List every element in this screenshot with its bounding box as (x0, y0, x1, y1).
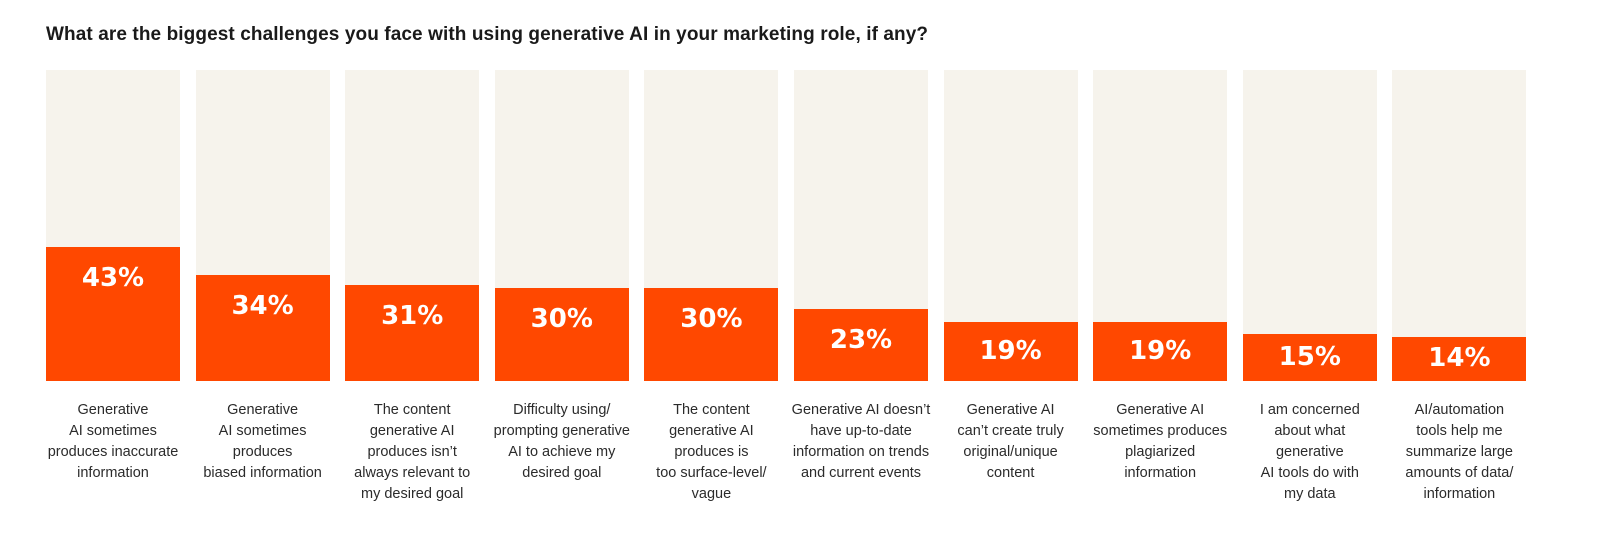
bar-fill: 19% (1093, 322, 1228, 381)
category-label-line: information (1124, 465, 1197, 481)
bar-fill: 43% (46, 247, 180, 381)
category-label-line: Generative AI doesn’t (791, 402, 931, 418)
bar-fill: 31% (345, 285, 480, 381)
bar-value-label: 19% (1129, 336, 1192, 366)
category-label-line: produces is (674, 444, 749, 460)
category-label-line: AI sometimes (69, 423, 157, 439)
category-label-line: too surface-level/ (656, 465, 767, 481)
category-label-line: produces (232, 444, 293, 460)
category-label-line: generative (1275, 444, 1344, 460)
category-label-line: AI/automation (1414, 402, 1505, 418)
category-label-line: always relevant to (354, 465, 471, 481)
category-label-line: produces isn’t (367, 444, 457, 460)
category-label-line: information on trends (792, 444, 930, 460)
category-label: AI/automation tools help me summarize larg… (1380, 400, 1538, 505)
category-label-line: generative AI (669, 423, 754, 439)
bar-fill: 30% (644, 288, 779, 381)
bar-track: 19% (1093, 70, 1228, 381)
category-label-line: produces inaccurate (47, 444, 179, 460)
bar-value-label: 30% (530, 304, 593, 334)
bar-fill: 34% (195, 275, 330, 381)
bar-track: 19% (943, 70, 1078, 381)
bar-track: 30% (644, 70, 779, 381)
bar-track: 15% (1242, 70, 1377, 381)
category-label-line: AI tools do with (1260, 465, 1359, 481)
category-label-line: desired goal (522, 465, 602, 481)
category-label-line: summarize large (1405, 444, 1513, 460)
bar-fill: 23% (794, 309, 928, 381)
bar-track: 43% (46, 70, 180, 381)
category-label-line: can’t create truly (957, 423, 1064, 439)
bar-chart: 43% Generative AI sometimes produces inaccu… (46, 70, 1576, 530)
category-label-line: content (986, 465, 1035, 481)
category-label-line: about what (1274, 423, 1346, 439)
bar-track: 23% (794, 70, 928, 381)
category-label-line: vague (691, 486, 732, 502)
category-label-line: have up-to-date (810, 423, 912, 439)
bar-track: 30% (494, 70, 629, 381)
bar-value-label: 19% (979, 336, 1042, 366)
bar-fill: 14% (1392, 337, 1527, 381)
category-label-line: information (77, 465, 149, 481)
category-label-line: plagiarized (1125, 444, 1196, 460)
category-label: Generative AI sometimes produces plagiariz… (1081, 400, 1239, 484)
category-label-line: information (1423, 486, 1496, 502)
bar-value-label: 14% (1428, 343, 1491, 373)
category-label: Generative AI sometimes produces biased inf… (184, 400, 342, 484)
category-label: Generative AI sometimes produces inaccurat… (34, 400, 192, 484)
category-label-line: my desired goal (361, 486, 464, 502)
category-label-line: my data (1284, 486, 1336, 502)
category-label: I am concerned about what generative AI too… (1231, 400, 1389, 505)
category-label-line: Generative (77, 402, 149, 418)
bar-value-label: 34% (231, 291, 294, 321)
bar-value-label: 31% (381, 301, 444, 331)
category-label-line: The content (673, 402, 750, 418)
bar-value-label: 43% (81, 263, 145, 293)
category-label-line: original/unique (963, 444, 1058, 460)
bar-track: 34% (195, 70, 330, 381)
category-label-line: biased information (203, 465, 322, 481)
category-label-line: The content (373, 402, 451, 418)
bar-fill: 30% (494, 288, 629, 381)
bar-value-label: 23% (829, 325, 893, 355)
category-label-line: AI to achieve my (508, 444, 616, 460)
category-label-line: and current events (800, 465, 922, 481)
category-label: Generative AI doesn’t have up-to-date info… (782, 400, 940, 484)
bar-fill: 15% (1242, 334, 1377, 381)
category-label-line: Generative AI (966, 402, 1055, 418)
category-label-line: generative AI (369, 423, 455, 439)
category-label-line: amounts of data/ (1405, 465, 1514, 481)
bar-value-label: 15% (1278, 342, 1341, 372)
bar-value-label: 30% (680, 304, 743, 334)
category-label-line: I am concerned (1259, 402, 1360, 418)
bar-fill: 19% (943, 322, 1078, 381)
category-label-line: Generative AI (1116, 402, 1205, 418)
bar-track: 14% (1392, 70, 1527, 381)
category-label-line: tools help me (1416, 423, 1503, 439)
category-label-line: AI sometimes (218, 423, 307, 439)
category-label-line: Difficulty using/ (513, 402, 611, 418)
category-label-line: sometimes produces (1093, 423, 1228, 439)
category-label: The content generative AI produces isn’t al… (333, 400, 491, 505)
category-label: The content generative AI produces is too s… (632, 400, 790, 505)
category-label: Generative AI can’t create truly original/… (932, 400, 1090, 484)
bar-track: 31% (345, 70, 480, 381)
category-label-line: Generative (227, 402, 299, 418)
category-label: Difficulty using/prompting generative AI … (483, 400, 641, 484)
chart-title: What are the biggest challenges you face… (46, 24, 929, 45)
category-label-line: prompting generative (493, 423, 630, 439)
